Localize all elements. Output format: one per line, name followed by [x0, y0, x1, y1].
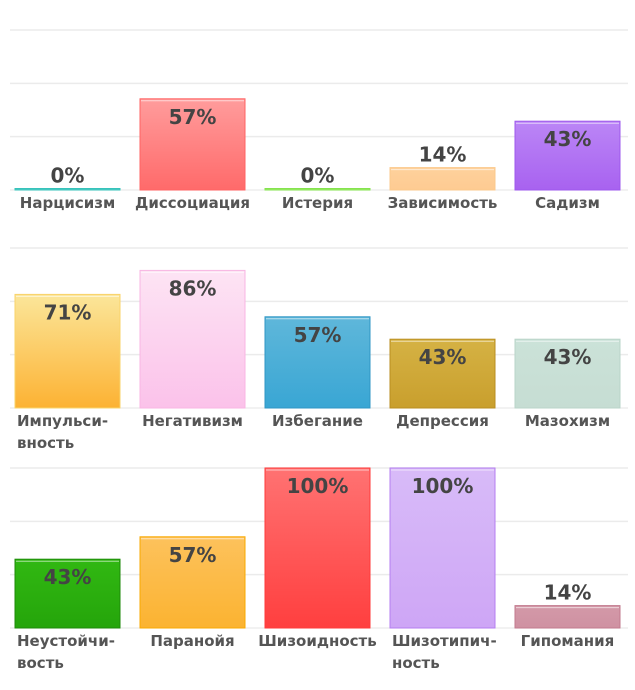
bar-chart-3: 43% Неустойчи-вость 57% Паранойя 100% Шизоидн… — [10, 467, 628, 672]
bar[interactable] — [514, 605, 621, 629]
category-label: Нарцисизм — [20, 194, 115, 212]
value-label: 43% — [544, 345, 592, 369]
bar[interactable] — [389, 338, 496, 409]
value-label: 57% — [169, 105, 217, 129]
value-label: 14% — [544, 581, 592, 605]
bar[interactable] — [264, 316, 371, 409]
value-label: 43% — [419, 345, 467, 369]
value-label: 43% — [544, 127, 592, 151]
bar[interactable] — [514, 120, 621, 191]
bar[interactable] — [514, 338, 621, 409]
value-label: 86% — [169, 276, 217, 300]
bar[interactable] — [14, 558, 121, 629]
category-label: Мазохизм — [525, 412, 610, 430]
category-label: Шизотипич-ность — [392, 632, 497, 672]
category-label: Избегание — [272, 412, 363, 430]
bar[interactable] — [139, 269, 246, 409]
value-label: 14% — [419, 143, 467, 167]
bar[interactable] — [139, 98, 246, 191]
bar[interactable] — [14, 293, 121, 409]
bar[interactable] — [264, 188, 371, 191]
value-label: 57% — [169, 543, 217, 567]
category-label: Шизоидность — [258, 632, 376, 650]
bar[interactable] — [264, 467, 371, 629]
value-label: 100% — [287, 474, 349, 498]
category-label: Истерия — [282, 194, 353, 212]
bar[interactable] — [139, 536, 246, 629]
value-label: 0% — [301, 164, 335, 188]
category-label: Диссоциация — [135, 194, 250, 212]
category-label: Импульси-вность — [17, 412, 108, 452]
category-label: Гипомания — [521, 632, 615, 650]
value-label: 43% — [44, 565, 92, 589]
bar[interactable] — [389, 467, 496, 629]
bar[interactable] — [14, 188, 121, 191]
value-label: 100% — [412, 474, 474, 498]
value-label: 0% — [51, 164, 85, 188]
bar-chart-2: 71% Импульси-вность 86% Негативизм 57% Избега… — [10, 247, 628, 452]
value-label: 71% — [44, 300, 92, 324]
category-label: Паранойя — [150, 632, 234, 650]
category-label: Неустойчи-вость — [17, 632, 115, 672]
category-label: Зависимость — [388, 194, 498, 212]
category-label: Садизм — [535, 194, 600, 212]
category-label: Депрессия — [396, 412, 489, 430]
bar[interactable] — [389, 167, 496, 191]
bar-chart-1: 0% Нарцисизм 57% Диссоциация 0% Истерия 14% Зав… — [10, 29, 628, 212]
value-label: 57% — [294, 323, 342, 347]
category-label: Негативизм — [142, 412, 243, 430]
